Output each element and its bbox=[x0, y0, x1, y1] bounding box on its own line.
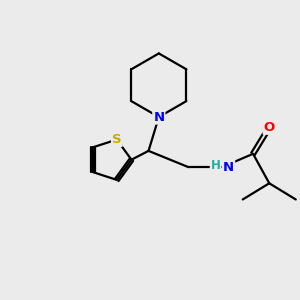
Text: O: O bbox=[264, 121, 275, 134]
Text: S: S bbox=[112, 133, 122, 146]
Text: H: H bbox=[211, 159, 220, 172]
Text: N: N bbox=[223, 160, 234, 174]
Text: N: N bbox=[153, 110, 164, 124]
